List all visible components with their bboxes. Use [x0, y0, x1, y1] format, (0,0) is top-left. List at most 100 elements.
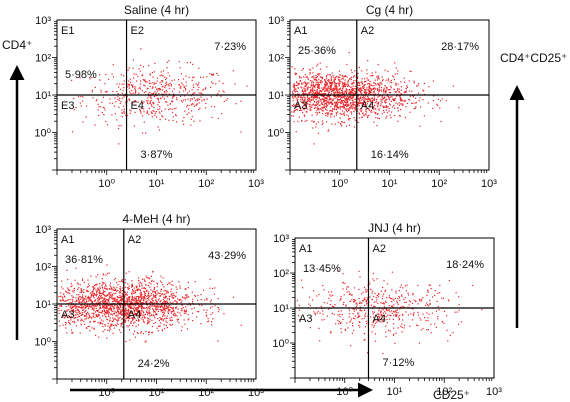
scatter-point	[181, 304, 183, 306]
scatter-point	[163, 313, 165, 315]
scatter-point	[355, 88, 357, 90]
scatter-point	[400, 89, 402, 91]
scatter-point	[130, 310, 132, 312]
scatter-point	[173, 93, 175, 95]
scatter-point	[339, 98, 341, 100]
scatter-point	[388, 98, 390, 100]
scatter-point	[178, 79, 180, 81]
scatter-point	[141, 285, 143, 287]
scatter-point	[401, 323, 403, 325]
scatter-point	[151, 298, 153, 300]
scatter-point	[348, 52, 350, 54]
scatter-point	[373, 326, 375, 328]
scatter-point	[217, 117, 219, 120]
scatter-point	[316, 312, 318, 314]
scatter-point	[319, 87, 321, 89]
scatter-point	[341, 101, 343, 103]
scatter-point	[408, 294, 410, 296]
scatter-point	[355, 98, 357, 100]
scatter-point	[90, 306, 92, 308]
scatter-point	[177, 308, 179, 310]
scatter-point	[74, 311, 77, 313]
scatter-point	[150, 301, 152, 304]
scatter-point	[334, 86, 336, 88]
scatter-point	[392, 306, 394, 308]
scatter-point	[117, 318, 119, 320]
scatter-point	[181, 296, 183, 298]
scatter-point	[103, 291, 105, 293]
scatter-point	[404, 91, 406, 93]
scatter-point	[84, 323, 86, 325]
scatter-point	[346, 111, 348, 113]
scatter-point	[388, 108, 390, 110]
scatter-point	[357, 103, 359, 105]
scatter-point	[161, 89, 164, 91]
scatter-point	[121, 322, 123, 325]
scatter-point	[146, 88, 148, 90]
scatter-point	[347, 286, 349, 288]
scatter-point	[117, 127, 120, 130]
scatter-point	[67, 299, 69, 301]
scatter-point	[211, 287, 214, 290]
scatter-point	[336, 96, 338, 99]
quadrant-label: E1	[61, 25, 74, 37]
scatter-point	[160, 322, 162, 324]
scatter-point	[158, 305, 160, 307]
scatter-point	[171, 319, 173, 321]
scatter-point	[191, 103, 193, 105]
scatter-point	[132, 67, 134, 69]
scatter-point	[298, 315, 300, 317]
scatter-point	[76, 294, 78, 296]
scatter-point	[327, 100, 329, 102]
scatter-point	[309, 106, 311, 108]
scatter-point	[293, 111, 295, 113]
scatter-point	[188, 104, 190, 107]
scatter-point	[155, 300, 157, 302]
scatter-point	[187, 304, 189, 306]
scatter-point	[76, 282, 78, 284]
scatter-point	[73, 289, 75, 291]
scatter-point	[124, 311, 126, 313]
scatter-point	[92, 304, 94, 306]
scatter-point	[366, 69, 368, 71]
scatter-point	[136, 310, 138, 313]
scatter-point	[134, 290, 136, 292]
scatter-point	[397, 83, 399, 85]
scatter-point	[319, 73, 321, 75]
scatter-point	[301, 83, 303, 85]
scatter-point	[85, 105, 88, 107]
scatter-point	[153, 294, 155, 296]
scatter-point	[380, 314, 382, 316]
scatter-point	[339, 92, 341, 94]
scatter-point	[139, 285, 141, 287]
scatter-point	[201, 100, 203, 102]
scatter-point	[409, 70, 411, 73]
scatter-point	[163, 301, 165, 303]
scatter-point	[334, 97, 336, 99]
scatter-point	[360, 102, 362, 104]
scatter-point	[401, 294, 403, 296]
scatter-point	[378, 78, 380, 80]
scatter-point	[222, 82, 224, 84]
scatter-point	[101, 287, 104, 289]
scatter-point	[129, 81, 132, 83]
scatter-point	[157, 104, 159, 106]
scatter-point	[120, 309, 123, 311]
scatter-point	[106, 302, 108, 304]
scatter-point	[371, 331, 373, 333]
scatter-point	[84, 301, 86, 303]
scatter-point	[382, 309, 384, 311]
scatter-point	[97, 109, 99, 111]
scatter-point	[335, 323, 337, 325]
scatter-point	[316, 110, 318, 112]
scatter-point	[338, 320, 340, 323]
scatter-point	[361, 109, 363, 111]
scatter-point	[385, 86, 387, 88]
scatter-point	[380, 103, 382, 105]
scatter-point	[107, 305, 109, 307]
scatter-point	[167, 310, 169, 312]
scatter-point	[71, 285, 73, 287]
scatter-point	[370, 289, 372, 291]
scatter-point	[176, 301, 178, 303]
scatter-point	[337, 106, 339, 109]
